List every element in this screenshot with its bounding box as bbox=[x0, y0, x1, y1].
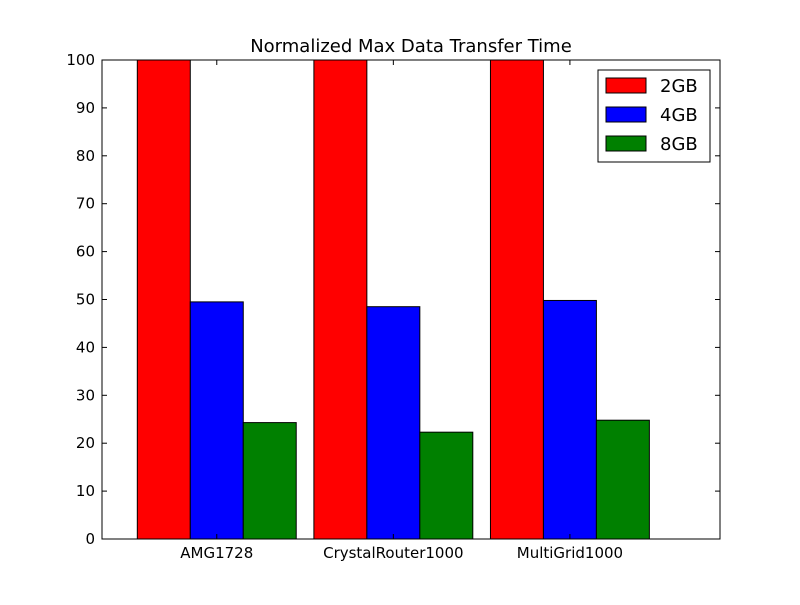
bar-4GB-MultiGrid1000 bbox=[542, 299, 597, 540]
bar-8GB-MultiGrid1000 bbox=[595, 419, 650, 540]
ytick-label: 100 bbox=[66, 51, 95, 69]
bar-2GB-AMG1728 bbox=[136, 59, 191, 540]
legend-swatch-4GB bbox=[605, 106, 647, 123]
bar-2GB-CrystalRouter1000 bbox=[313, 59, 368, 540]
bar-4GB-CrystalRouter1000 bbox=[366, 306, 421, 540]
xtick-label: CrystalRouter1000 bbox=[323, 544, 463, 562]
ytick-label: 90 bbox=[76, 99, 95, 117]
bar-8GB-CrystalRouter1000 bbox=[419, 431, 474, 540]
bar-8GB-AMG1728 bbox=[242, 422, 297, 540]
bar-4GB-AMG1728 bbox=[189, 301, 244, 540]
ytick-label: 30 bbox=[76, 386, 95, 404]
ytick-label: 40 bbox=[76, 338, 95, 356]
ytick-label: 80 bbox=[76, 147, 95, 165]
bars-layer bbox=[136, 59, 650, 540]
ytick-label: 10 bbox=[76, 482, 95, 500]
ticks-layer: 0 10 20 30 40 50 60 70 80 90 100 AMG1728 CrystalRout… bbox=[66, 51, 720, 562]
plot-frame bbox=[101, 59, 721, 540]
legend-swatch-2GB bbox=[605, 77, 647, 94]
legend-label-2GB: 2GB bbox=[660, 76, 698, 97]
ytick-label: 20 bbox=[76, 434, 95, 452]
legend: 2GB 4GB 8GB bbox=[597, 69, 711, 163]
legend-label-4GB: 4GB bbox=[660, 105, 698, 126]
ytick-label: 0 bbox=[85, 530, 95, 548]
ytick-label: 50 bbox=[76, 291, 95, 309]
chart-title: Normalized Max Data Transfer Time bbox=[250, 36, 572, 57]
xtick-label: AMG1728 bbox=[180, 544, 253, 562]
legend-swatch-8GB bbox=[605, 135, 647, 152]
ytick-label: 60 bbox=[76, 243, 95, 261]
bar-2GB-MultiGrid1000 bbox=[489, 59, 544, 540]
legend-label-8GB: 8GB bbox=[660, 134, 698, 155]
xtick-label: MultiGrid1000 bbox=[517, 544, 623, 562]
ytick-label: 70 bbox=[76, 195, 95, 213]
